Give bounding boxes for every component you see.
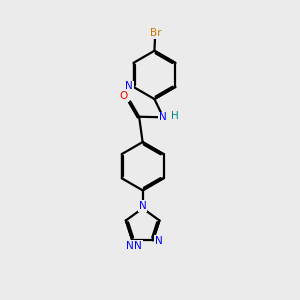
Text: Br: Br — [150, 28, 161, 38]
Text: H: H — [171, 111, 179, 121]
Text: N: N — [134, 241, 142, 251]
Text: N: N — [126, 241, 134, 251]
Text: N: N — [159, 112, 167, 122]
Text: N: N — [125, 81, 133, 92]
Text: N: N — [155, 236, 163, 246]
Text: N: N — [139, 201, 146, 211]
Text: O: O — [120, 91, 128, 101]
